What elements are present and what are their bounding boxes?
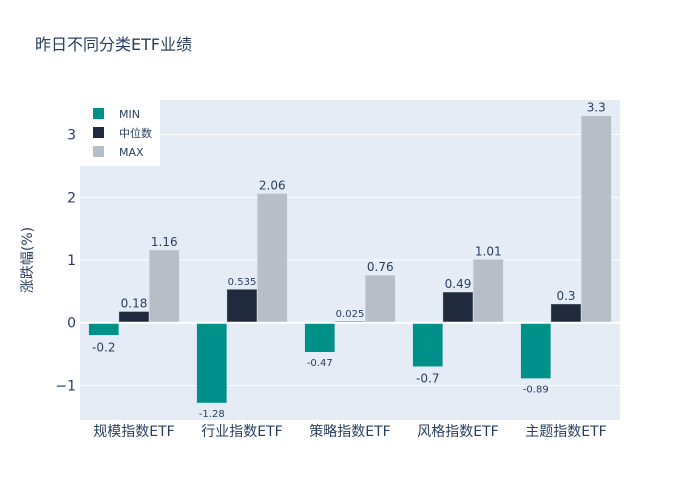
data-label: 0.18: [121, 296, 148, 310]
data-label: -0.7: [416, 372, 439, 386]
y-tick-label: 1: [67, 253, 76, 269]
data-label: 0.025: [336, 309, 365, 320]
bar[interactable]: [364, 274, 396, 323]
bar[interactable]: [442, 291, 474, 323]
data-label: -0.89: [523, 385, 549, 396]
x-tick-label: 行业指数ETF: [201, 424, 282, 440]
legend-label[interactable]: 中位数: [119, 126, 152, 140]
x-tick-label: 风格指数ETF: [417, 424, 498, 440]
bar[interactable]: [520, 322, 552, 379]
y-tick-label: 2: [67, 190, 76, 206]
data-label: 3.3: [587, 101, 606, 115]
bar[interactable]: [226, 288, 258, 323]
legend-label[interactable]: MIN: [119, 108, 140, 121]
data-label: 1.16: [151, 235, 178, 249]
bar[interactable]: [196, 322, 228, 404]
legend-swatch[interactable]: [93, 146, 104, 157]
data-label: -0.47: [307, 358, 333, 369]
data-label: -0.2: [92, 340, 115, 354]
y-tick-label: 0: [67, 316, 76, 332]
legend-swatch[interactable]: [93, 127, 104, 138]
bar[interactable]: [256, 193, 288, 323]
x-tick-labels: 规模指数ETF 行业指数ETF 策略指数ETF 风格指数ETF 主题指数ETF: [93, 423, 606, 440]
bar[interactable]: [580, 115, 612, 323]
bar[interactable]: [550, 303, 582, 323]
y-axis-label: 涨跌幅(%): [20, 227, 36, 293]
data-label: 0.3: [556, 289, 575, 303]
x-tick-label: 规模指数ETF: [93, 424, 174, 440]
y-tick-label: 3: [67, 128, 76, 144]
x-tick-label: 策略指数ETF: [309, 423, 390, 440]
bar[interactable]: [118, 311, 150, 323]
data-label: -1.28: [199, 409, 225, 420]
y-tick-labels: −1 0 1 2 3: [55, 128, 76, 395]
data-label: 1.01: [475, 244, 502, 258]
bar[interactable]: [412, 322, 444, 367]
data-label: 0.76: [367, 260, 394, 274]
bar[interactable]: [472, 259, 504, 323]
chart-title: 昨日不同分类ETF业绩: [35, 35, 192, 54]
data-label: 0.49: [445, 277, 472, 291]
legend[interactable]: MIN 中位数 MAX: [80, 100, 160, 166]
bar[interactable]: [304, 322, 336, 353]
bar[interactable]: [88, 322, 120, 336]
data-labels: -0.2 0.18 1.16 -1.28 0.535 2.06 -0.47 0.025 0.76…: [92, 101, 606, 420]
bars: [88, 115, 612, 404]
data-label: 2.06: [259, 178, 286, 192]
legend-label[interactable]: MAX: [119, 146, 144, 159]
y-tick-label: −1: [55, 378, 76, 394]
legend-swatch[interactable]: [93, 108, 104, 119]
x-tick-label: 主题指数ETF: [525, 424, 606, 440]
data-label: 0.535: [228, 277, 257, 288]
bar[interactable]: [148, 249, 180, 323]
